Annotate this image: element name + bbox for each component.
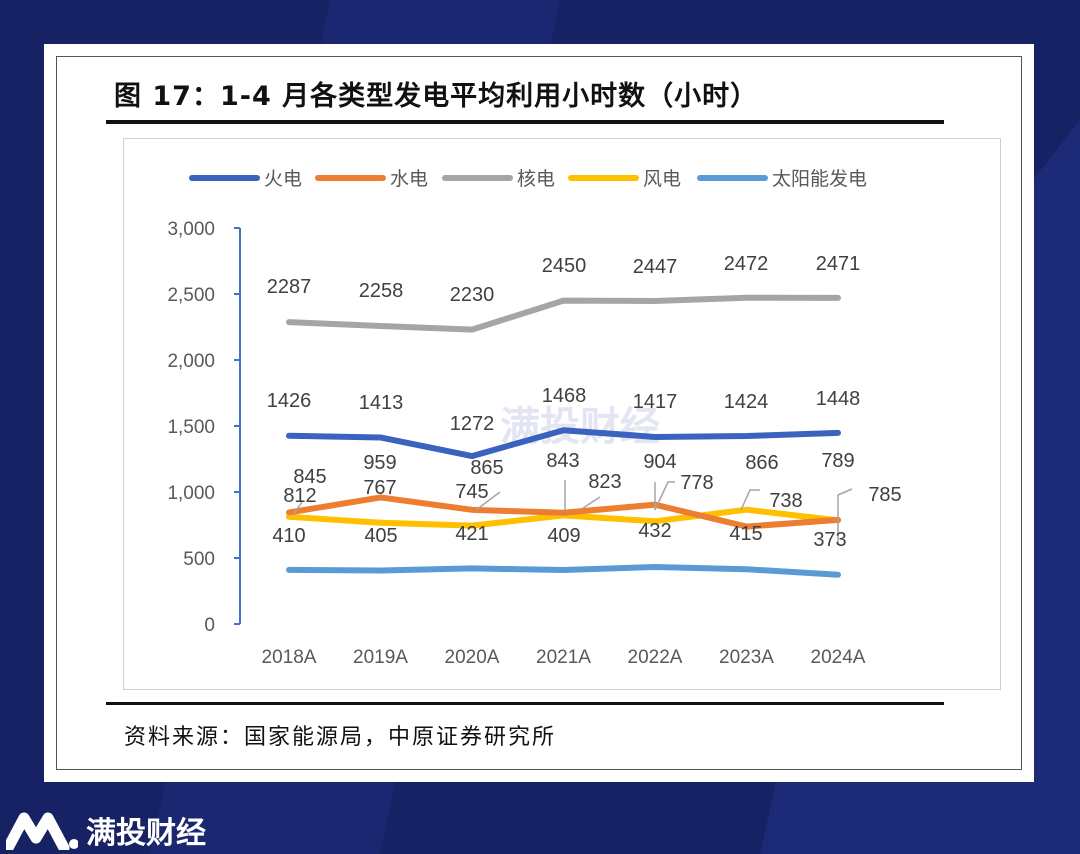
figure-title: 图 17：1-4 月各类型发电平均利用小时数（小时） — [114, 81, 759, 112]
logo-mark-icon — [6, 812, 78, 850]
data-label: 1424 — [724, 391, 769, 413]
x-tick-label: 2019A — [353, 647, 408, 668]
legend-label: 水电 — [390, 168, 428, 190]
data-label: 432 — [638, 520, 671, 542]
figure-card: 图 17：1-4 月各类型发电平均利用小时数（小时） 资料来源：国家能源局，中原… — [44, 44, 1034, 782]
data-label: 2287 — [267, 276, 312, 298]
data-label: 738 — [769, 490, 802, 512]
data-label: 415 — [729, 523, 762, 545]
y-tick-label: 3,000 — [167, 219, 215, 240]
data-label: 843 — [546, 450, 579, 472]
x-tick-label: 2022A — [628, 647, 683, 668]
data-label: 866 — [745, 452, 778, 474]
chart-area — [123, 138, 1001, 690]
label-leader-line — [582, 496, 601, 509]
data-label: 2472 — [724, 253, 769, 275]
series-line-2 — [286, 294, 841, 333]
legend-label: 核电 — [517, 168, 555, 190]
data-label: 421 — [455, 523, 488, 545]
figure-frame — [56, 56, 1022, 770]
y-tick-label: 0 — [204, 615, 215, 636]
x-tick-label: 2020A — [445, 647, 500, 668]
label-leader-line — [292, 501, 303, 516]
legend-label: 太阳能发电 — [772, 168, 867, 190]
x-tick-label: 2024A — [811, 647, 866, 668]
y-tick-label: 1,000 — [167, 483, 215, 504]
series-line-1 — [286, 494, 841, 530]
data-label: 904 — [643, 451, 676, 473]
x-tick-label: 2018A — [262, 647, 317, 668]
data-label: 1448 — [816, 388, 861, 410]
y-tick-label: 2,000 — [167, 351, 215, 372]
data-label: 405 — [364, 525, 397, 547]
data-label: 845 — [293, 466, 326, 488]
data-label: 409 — [547, 525, 580, 547]
y-tick-label: 1,500 — [167, 417, 215, 438]
data-label: 789 — [821, 450, 854, 472]
series-line-0 — [286, 427, 841, 460]
data-label: 1468 — [542, 385, 587, 407]
label-leader-line — [740, 489, 760, 511]
logo-text: 满投财经 — [86, 816, 206, 851]
data-label: 1426 — [267, 390, 312, 412]
data-label: 2230 — [450, 284, 495, 306]
data-label: 767 — [363, 477, 396, 499]
data-label: 2258 — [359, 280, 404, 302]
label-leader-line — [654, 481, 675, 511]
data-label: 1413 — [359, 392, 404, 414]
data-label: 812 — [283, 485, 316, 507]
data-label: 410 — [272, 525, 305, 547]
y-tick-label: 2,500 — [167, 285, 215, 306]
data-label: 1417 — [633, 391, 678, 413]
title-rule — [106, 120, 944, 124]
y-tick-label: 500 — [183, 549, 215, 570]
source-rule — [106, 702, 944, 705]
data-label: 373 — [813, 529, 846, 551]
data-label: 959 — [363, 452, 396, 474]
data-label: 2471 — [816, 253, 861, 275]
data-label: 1272 — [450, 413, 495, 435]
brand-logo: 满投财经 — [6, 808, 206, 852]
legend-label: 风电 — [643, 168, 681, 190]
data-label: 2450 — [542, 255, 587, 277]
label-leader-line — [475, 491, 501, 511]
data-label: 785 — [868, 484, 901, 506]
legend-label: 火电 — [264, 168, 302, 190]
x-tick-label: 2023A — [719, 647, 774, 668]
x-tick-label: 2021A — [536, 647, 591, 668]
data-label: 865 — [470, 457, 503, 479]
label-leader-line — [837, 488, 853, 496]
series-line-4 — [286, 563, 841, 578]
data-label: 745 — [455, 481, 488, 503]
data-label: 778 — [680, 472, 713, 494]
source-note: 资料来源：国家能源局，中原证券研究所 — [124, 725, 557, 750]
data-label: 2447 — [633, 256, 678, 278]
data-label: 823 — [588, 471, 621, 493]
